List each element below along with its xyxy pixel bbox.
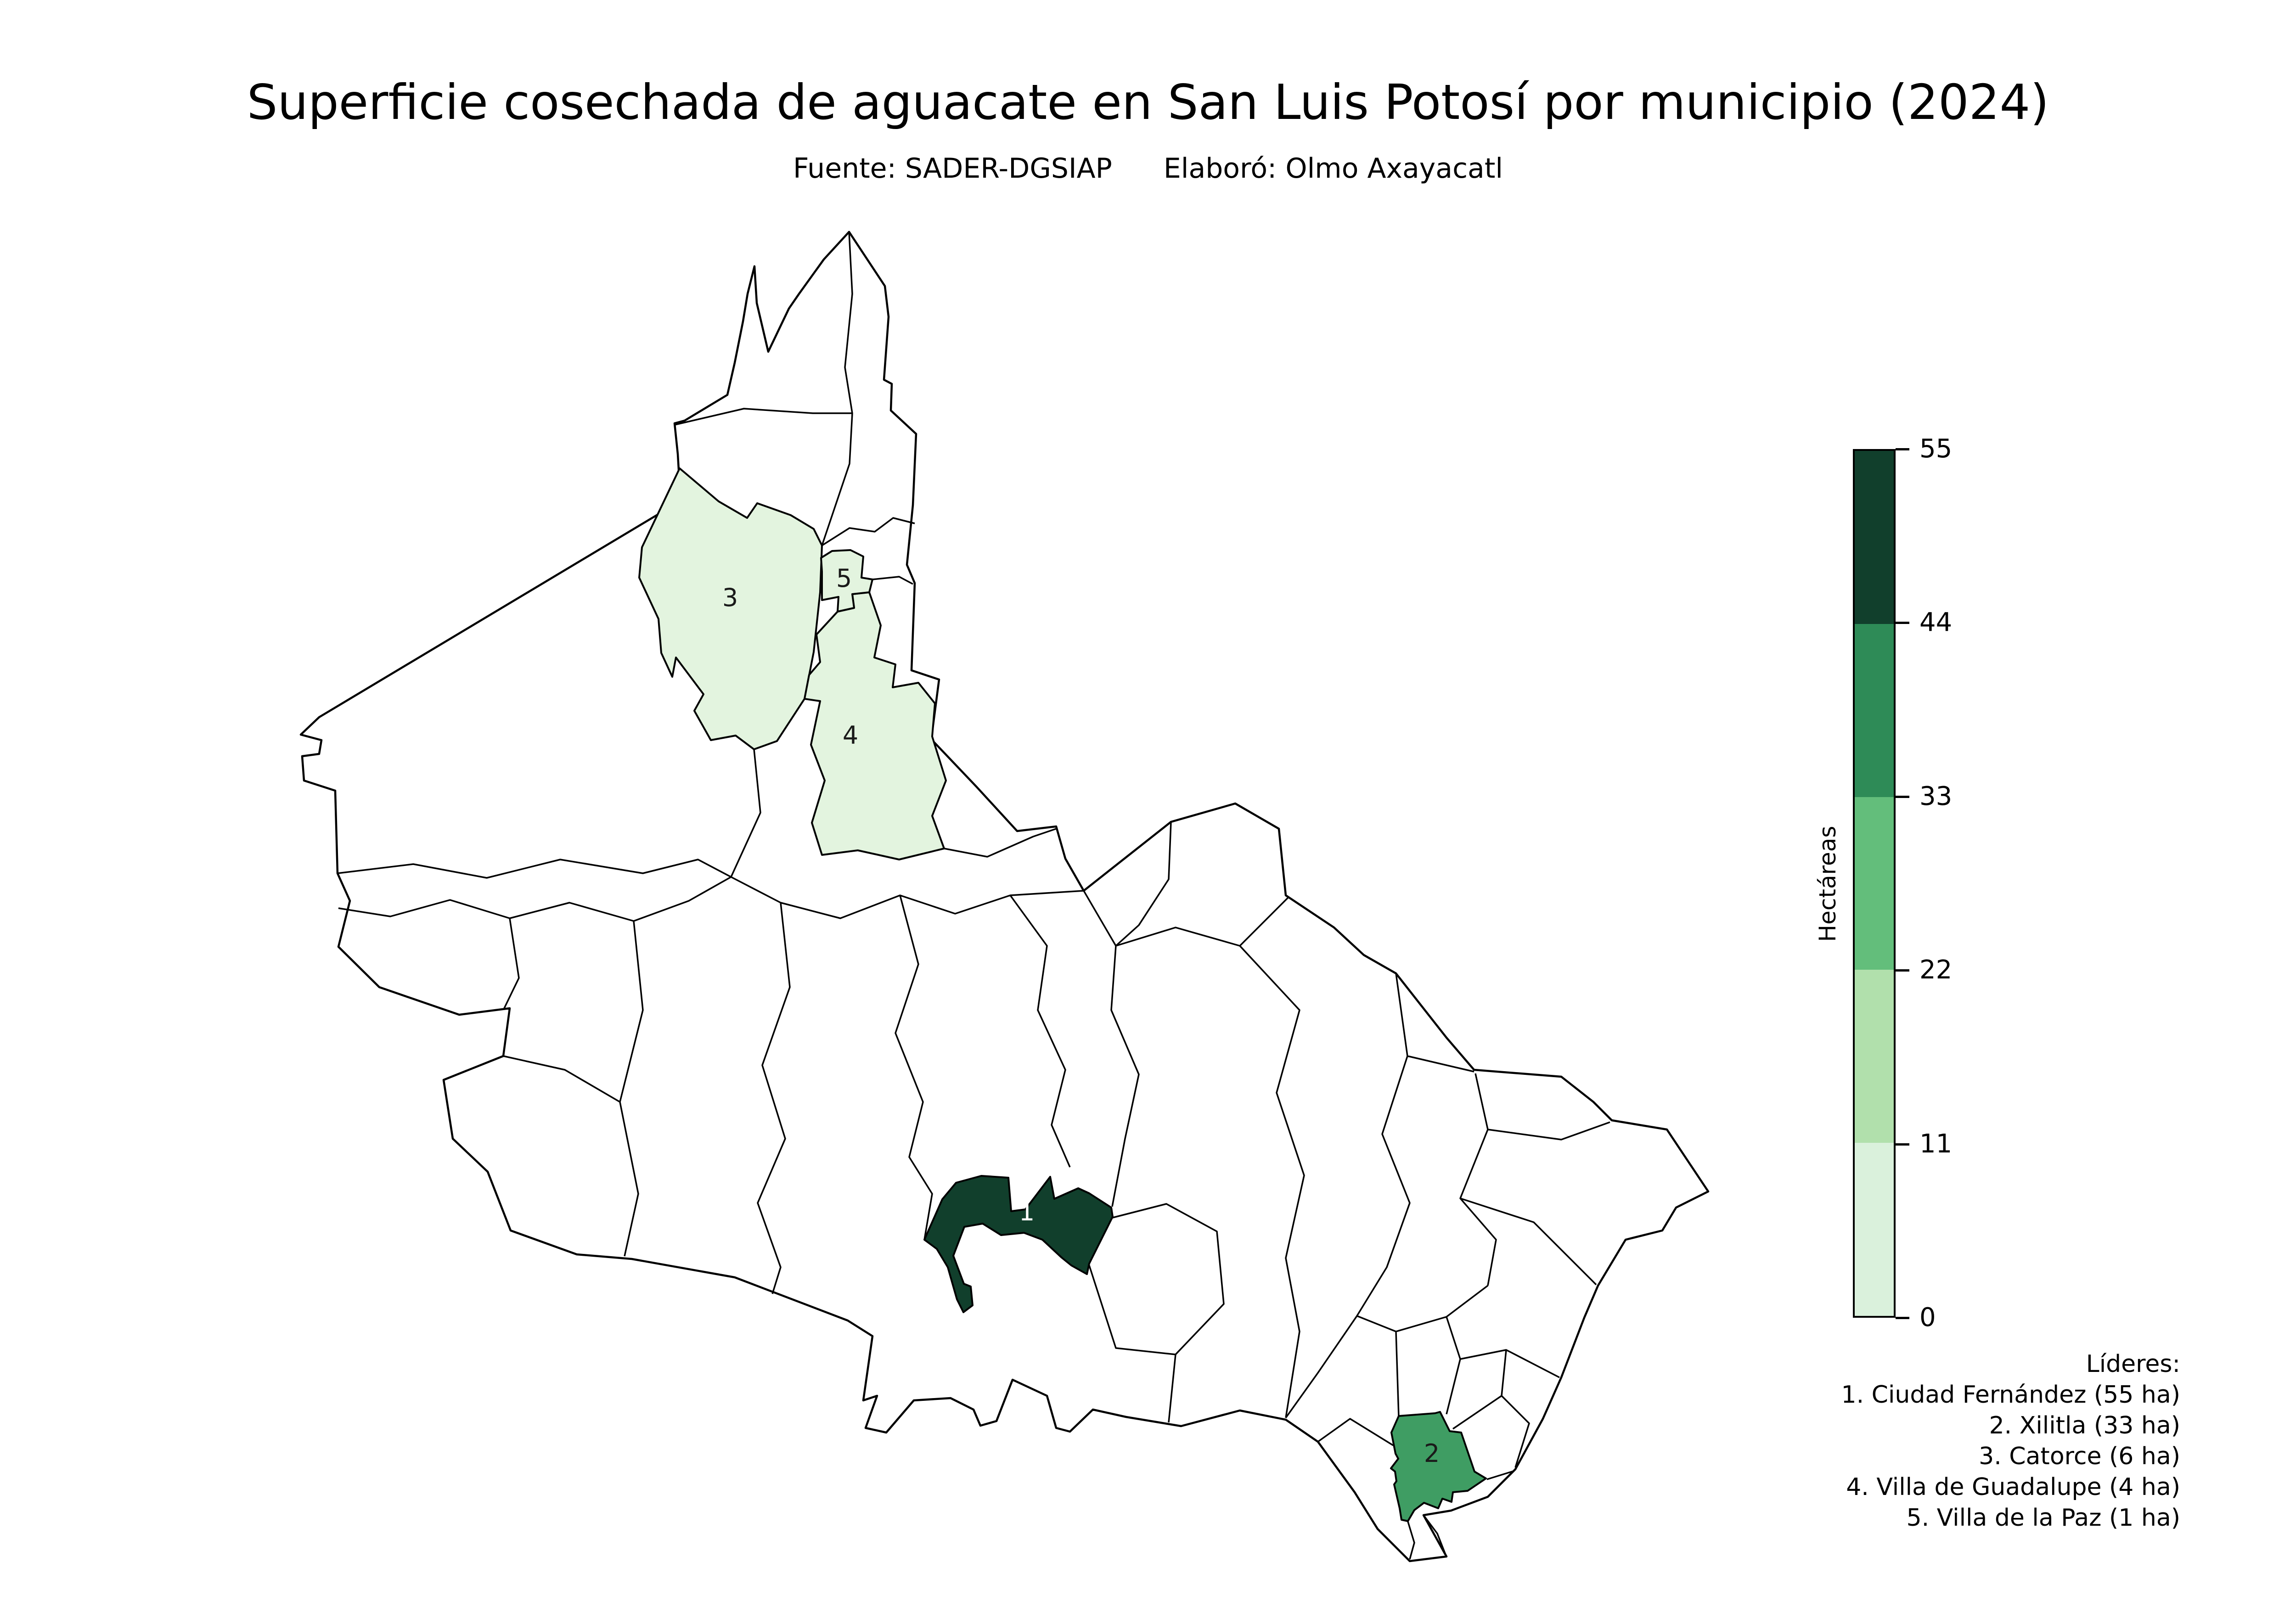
colorbar-tick-44: 44: [1919, 607, 1953, 637]
colorbar-tickmark: [1896, 1143, 1909, 1146]
colorbar-tick-11: 11: [1919, 1129, 1953, 1159]
region-label-5: 5: [836, 564, 852, 593]
subtitle-author: Elaboró: Olmo Axayacatl: [1163, 152, 1503, 185]
colorbar-segment-44-55: [1855, 451, 1894, 624]
colorbar-axis-label: Hectáreas: [1814, 826, 1841, 942]
leader-item: 5. Villa de la Paz (1 ha): [1906, 1504, 2180, 1532]
colorbar-tick-22: 22: [1919, 955, 1953, 985]
leader-item: 1. Ciudad Fernández (55 ha): [1841, 1381, 2181, 1409]
colorbar-tick-55: 55: [1919, 434, 1953, 464]
region-label-3: 3: [722, 583, 738, 612]
colorbar-segment-22-33: [1855, 797, 1894, 970]
colorbar-tick-33: 33: [1919, 781, 1953, 811]
colorbar-tickmark: [1896, 969, 1909, 972]
region-villa-de-guadalupe: [804, 591, 947, 860]
region-xilitla: [1390, 1411, 1487, 1522]
region-catorce: [638, 467, 823, 750]
leader-item: 4. Villa de Guadalupe (4 ha): [1846, 1473, 2180, 1501]
municipal-borders: [337, 231, 1610, 1560]
region-label-4: 4: [843, 721, 858, 750]
leader-item: 2. Xilitla (33 ha): [1989, 1412, 2180, 1439]
region-label-1: 1: [1019, 1197, 1035, 1226]
region-ciudad-fernandez: [923, 1175, 1114, 1313]
colorbar-tickmark: [1896, 1317, 1909, 1319]
colorbar-tickmark: [1896, 622, 1909, 624]
colorbar-segment-0-11: [1855, 1143, 1894, 1316]
subtitle-source: Fuente: SADER-DGSIAP: [793, 152, 1112, 185]
colorbar-segment-11-22: [1855, 970, 1894, 1143]
leaders-heading: Líderes:: [2086, 1350, 2180, 1378]
chart-title: Superficie cosechada de aguacate en San …: [247, 74, 2049, 130]
colorbar-tick-0: 0: [1919, 1303, 1936, 1332]
leaders-list: Líderes: 1. Ciudad Fernández (55 ha) 2. …: [1841, 1349, 2181, 1534]
colorbar-tickmark: [1896, 448, 1909, 450]
colorbar-tickmark: [1896, 796, 1909, 798]
leader-item: 3. Catorce (6 ha): [1979, 1443, 2180, 1470]
colorbar-segment-33-44: [1855, 624, 1894, 797]
colorbar: [1853, 449, 1896, 1318]
region-label-2: 2: [1424, 1439, 1440, 1468]
region-villa-de-la-paz: [820, 549, 873, 612]
chart-subtitle: Fuente: SADER-DGSIAP Elaboró: Olmo Axayac…: [0, 152, 2296, 185]
